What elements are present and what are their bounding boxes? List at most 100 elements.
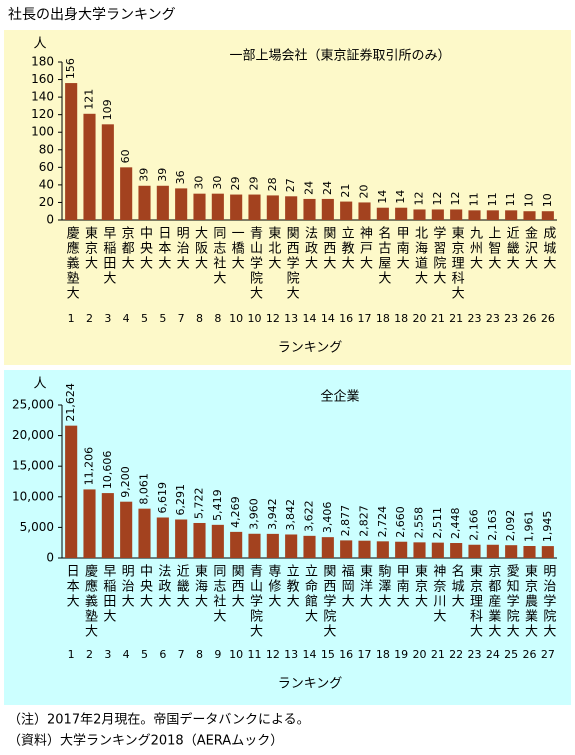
chart-title: 全企業: [320, 389, 359, 405]
x-tick-label: 東京農業大: [522, 563, 538, 639]
value-label: 60: [119, 149, 132, 163]
bar: [541, 211, 554, 220]
bar: [486, 210, 499, 220]
x-tick-label: 甲南大: [394, 226, 410, 271]
value-label: 2,092: [504, 510, 517, 541]
rank-label: 3: [104, 648, 111, 661]
value-label: 2,724: [376, 506, 389, 538]
value-label: 2,558: [413, 507, 426, 539]
bar: [358, 202, 371, 220]
bar: [230, 531, 243, 558]
rank-label: 9: [214, 648, 221, 661]
value-label: 10: [523, 193, 536, 207]
rank-label: 10: [229, 648, 243, 661]
y-axis-unit: 人: [33, 377, 46, 392]
value-label: 3,406: [321, 502, 334, 534]
x-tick-label: 甲南大: [394, 564, 410, 609]
x-tick-label: 東洋大: [357, 563, 373, 609]
y-tick-label: 80: [39, 142, 54, 156]
value-label: 3,622: [303, 500, 316, 532]
rank-label: 23: [504, 312, 518, 325]
value-label: 3,842: [284, 499, 297, 531]
y-tick-label: 0: [46, 213, 54, 227]
rank-label: 16: [339, 648, 353, 661]
rank-label: 24: [486, 648, 500, 661]
value-label: 21: [339, 184, 352, 198]
value-label: 29: [248, 177, 261, 191]
bar: [395, 207, 408, 220]
y-tick-label: 0: [46, 551, 54, 565]
x-tick-label: 同志社大: [210, 564, 226, 624]
value-label: 10,606: [101, 451, 114, 490]
x-tick-label: 同志社大: [210, 226, 226, 286]
x-tick-label: 中央大: [137, 564, 153, 609]
x-tick-label: 青山学院大: [247, 226, 263, 301]
bar: [285, 196, 298, 220]
value-label: 2,660: [394, 506, 407, 538]
y-tick-label: 5,000: [20, 520, 54, 534]
rank-label: 26: [523, 648, 537, 661]
bar: [376, 541, 389, 558]
rank-label: 26: [523, 312, 537, 325]
bar: [211, 193, 224, 220]
value-label: 11: [468, 192, 481, 206]
value-label: 5,722: [193, 487, 206, 519]
x-tick-label: 慶應義塾大: [64, 226, 80, 301]
rank-label: 17: [358, 648, 372, 661]
value-label: 11,206: [83, 447, 96, 486]
y-tick-label: 25,000: [12, 398, 54, 412]
rank-label: 18: [376, 648, 390, 661]
y-tick-label: 15,000: [12, 459, 54, 473]
x-tick-label: 明治大: [119, 564, 134, 609]
rank-label: 23: [468, 648, 482, 661]
value-label: 6,291: [174, 484, 187, 516]
value-label: 27: [284, 178, 297, 192]
rank-label: 20: [413, 312, 427, 325]
value-label: 1,961: [523, 510, 536, 542]
value-label: 12: [413, 191, 426, 205]
value-label: 20: [358, 184, 371, 198]
x-tick-label: 早稲田大: [100, 226, 116, 286]
rank-label: 18: [376, 312, 390, 325]
y-tick-label: 140: [31, 90, 54, 104]
value-label: 36: [174, 170, 187, 184]
x-tick-label: 近畿大: [174, 564, 190, 609]
bar: [486, 544, 499, 558]
x-tick-label: 明治学院大: [540, 564, 556, 639]
x-axis-title: ランキング: [278, 677, 343, 692]
rank-label: 14: [303, 312, 317, 325]
bar: [230, 194, 243, 220]
bar: [541, 546, 554, 558]
rank-label: 12: [266, 312, 280, 325]
x-tick-label: 名古屋大: [375, 225, 391, 286]
x-tick-label: 名城大: [449, 563, 465, 609]
bar: [285, 534, 298, 558]
x-tick-label: 成城大: [540, 226, 556, 271]
x-tick-label: 京都産業大: [485, 564, 501, 639]
bar: [83, 113, 96, 220]
rank-label: 10: [229, 312, 243, 325]
bar: [120, 167, 133, 220]
rank-label: 10: [248, 312, 262, 325]
x-axis-title: ランキング: [278, 341, 343, 356]
value-label: 12: [449, 191, 462, 205]
rank-label: 14: [303, 648, 317, 661]
value-label: 121: [83, 89, 96, 110]
bar: [395, 541, 408, 558]
rank-label: 23: [468, 312, 482, 325]
rank-label: 21: [431, 312, 445, 325]
bar: [101, 493, 114, 558]
bar: [65, 83, 78, 220]
note: （注）2017年2月現在。帝国データバンクによる。: [8, 712, 310, 728]
bar: [266, 195, 279, 220]
bar: [156, 517, 169, 558]
bar: [193, 193, 206, 220]
bar: [505, 545, 518, 558]
y-tick-label: 20,000: [12, 428, 54, 442]
rank-label: 4: [123, 648, 130, 661]
bar: [413, 209, 426, 220]
value-label: 39: [156, 168, 169, 182]
x-tick-label: 京都大: [119, 226, 134, 271]
x-tick-label: 関西大: [320, 226, 336, 271]
value-label: 24: [321, 181, 334, 195]
